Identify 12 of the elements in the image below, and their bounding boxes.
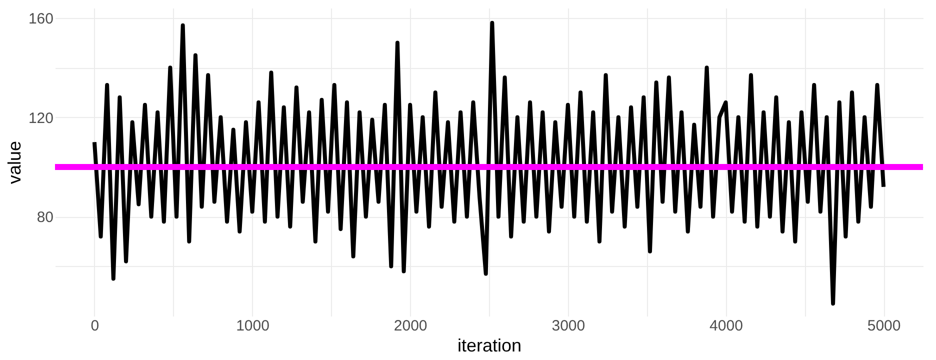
x-tick-label: 1000	[236, 318, 270, 334]
x-tick-label: 2000	[394, 318, 428, 334]
x-tick-label: 4000	[710, 318, 743, 334]
y-tick-label: 80	[36, 209, 54, 226]
y-tick-label: 160	[28, 10, 54, 28]
x-axis-title: iteration	[457, 336, 522, 356]
y-tick-label: 120	[28, 110, 54, 127]
y-axis-title: value	[4, 140, 24, 184]
x-tick-label: 3000	[552, 318, 586, 334]
x-tick-label: 5000	[867, 318, 901, 334]
x-tick-label: 0	[90, 318, 100, 334]
line-series	[92, 20, 886, 306]
